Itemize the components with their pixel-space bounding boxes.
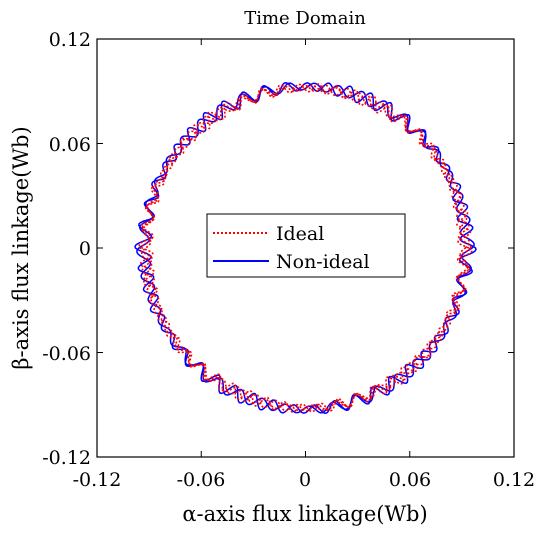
x-tick-label: 0.12 [493,469,535,491]
y-tick-label: 0.06 [49,134,91,156]
series-line [134,81,477,415]
legend-label-ideal: Ideal [276,223,324,245]
y-tick-label: -0.06 [42,343,91,365]
legend-box [206,213,406,278]
series-ideal [138,83,473,413]
x-tick-label: -0.06 [177,469,226,491]
chart-title: Time Domain [244,8,366,29]
series-line [138,83,473,413]
x-tick-label: -0.12 [73,469,122,491]
y-tick-label: 0 [79,238,91,260]
series-line [139,84,472,412]
y-tick-label: -0.12 [42,447,91,469]
x-tick-label: 0 [299,469,311,491]
series-layer [134,81,477,415]
x-tick-labels: -0.12 -0.06 0 0.06 0.12 [73,469,536,491]
ticks-layer [96,38,515,458]
y-tick-label: 0.12 [49,29,91,51]
y-axis-label: β-axis flux linkage(Wb) [9,126,33,369]
x-axis-label: α-axis flux linkage(Wb) [182,502,427,526]
legend-label-nonideal: Non-ideal [276,251,370,273]
x-tick-label: 0.06 [389,469,431,491]
legend: Ideal Non-ideal [206,213,406,278]
y-tick-labels: 0.12 0.06 0 -0.06 -0.12 [42,29,91,469]
